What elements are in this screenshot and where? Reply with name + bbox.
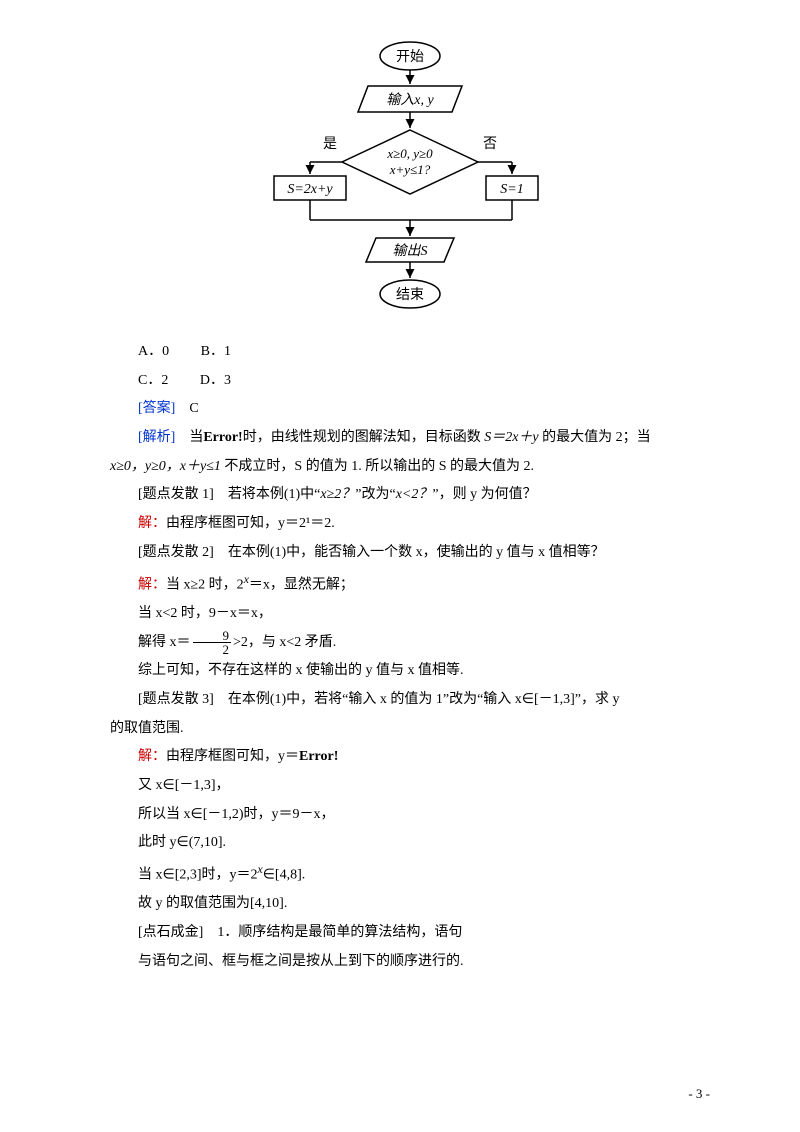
flow-input: 输入x, y [386, 92, 434, 108]
option-d: D．3 [200, 373, 231, 388]
ds-line-1: [点石成金] 1．顺序结构是最简单的算法结构，语句 [110, 919, 710, 948]
page-body: 开始 输入x, y x≥0, y≥0 x+y≤1? 是 否 S=2x+y S= [0, 0, 800, 976]
flow-right-box: S=1 [500, 182, 523, 197]
jiexi-label: [解析] [138, 430, 175, 445]
tfs3-label: [题点发散 3] [138, 692, 214, 707]
flow-start: 开始 [396, 49, 424, 65]
tfs3-l4: 此时 y∈(7,10]. [110, 829, 710, 858]
tfs2-s1b: ＝x，显然无解； [249, 577, 354, 592]
frac-num: 9 [193, 629, 232, 643]
flow-end: 结束 [396, 287, 424, 303]
jiexi-error: Error! [203, 430, 242, 445]
option-b: B．1 [201, 344, 231, 359]
jiexi-f1: S＝2x＋y [484, 430, 538, 445]
tfs3-t1: 在本例(1)中，若将“输入 x 的值为 1”改为“输入 x∈[－1,3]”，求 … [214, 692, 620, 707]
flow-cond2: x+y≤1? [389, 162, 431, 177]
jiexi-l2b: 不成立时，S 的值为 1. 所以输出的 S 的最大值为 2. [221, 459, 534, 474]
tfs2-sol-1: 解：当 x≥2 时，2x＝x，显然无解； [110, 568, 710, 600]
tfs3-l3: 所以当 x∈[－1,2)时，y＝9－x， [110, 801, 710, 830]
tfs3-s1: 由程序框图可知，y＝ [166, 749, 299, 764]
tfs2-t1: 在本例(1)中，能否输入一个数 x，使输出的 y 值与 x 值相等？ [214, 545, 605, 560]
jiexi-line-1: [解析] 当Error!时，由线性规划的图解法知，目标函数 S＝2x＋y 的最大… [110, 424, 710, 453]
answer-label: [答案] [138, 401, 175, 416]
tfs2-line: [题点发散 2] 在本例(1)中，能否输入一个数 x，使输出的 y 值与 x 值… [110, 539, 710, 568]
tfs2-l2: 当 x<2 时，9－x＝x， [110, 600, 710, 629]
page-number: - 3 - [688, 1086, 710, 1102]
flow-output: 输出S [393, 243, 428, 259]
flow-no: 否 [483, 137, 497, 152]
tfs1-sol-label: 解： [138, 516, 166, 531]
tfs2-label: [题点发散 2] [138, 545, 214, 560]
tfs3-sol-label: 解： [138, 749, 166, 764]
flowchart: 开始 输入x, y x≥0, y≥0 x+y≤1? 是 否 S=2x+y S= [250, 40, 570, 320]
jiexi-line-2: x≥0，y≥0，x＋y≤1 不成立时，S 的值为 1. 所以输出的 S 的最大值… [110, 453, 710, 482]
flow-cond1: x≥0, y≥0 [386, 146, 433, 161]
option-row-1: A．0 B．1 [110, 338, 710, 367]
jiexi-t2: 时，由线性规划的图解法知，目标函数 [243, 430, 485, 445]
ds-line-2: 与语句之间、框与框之间是按从上到下的顺序进行的. [110, 948, 710, 977]
tfs2-l3b: >2，与 x<2 矛盾. [233, 635, 336, 650]
tfs1-i2: x<2？ [396, 487, 433, 502]
tfs2-l4: 综上可知，不存在这样的 x 使输出的 y 值与 x 值相等. [110, 657, 710, 686]
tfs1-i1: x≥2？ [320, 487, 355, 502]
tfs3-sol-1: 解：由程序框图可知，y＝Error! [110, 743, 710, 772]
flowchart-svg: 开始 输入x, y x≥0, y≥0 x+y≤1? 是 否 S=2x+y S= [250, 40, 570, 320]
tfs3-line-1: [题点发散 3] 在本例(1)中，若将“输入 x 的值为 1”改为“输入 x∈[… [110, 686, 710, 715]
tfs3-l6: 故 y 的取值范围为[4,10]. [110, 890, 710, 919]
option-a: A．0 [138, 344, 169, 359]
frac-den: 2 [193, 643, 232, 656]
answer-value: C [175, 401, 198, 416]
tfs3-err: Error! [299, 749, 338, 764]
tfs3-l5b: ∈[4,8]. [263, 868, 306, 883]
fraction-9-2: 92 [193, 629, 232, 656]
jiexi-l2a: x≥0，y≥0，x＋y≤1 [110, 459, 221, 474]
jiexi-t3: 的最大值为 2；当 [539, 430, 651, 445]
option-row-2: C．2 D．3 [110, 367, 710, 396]
tfs3-l5: 当 x∈[2,3]时，y＝2x∈[4,8]. [110, 858, 710, 890]
tfs1-sol-text: 由程序框图可知，y＝2¹＝2. [166, 516, 335, 531]
tfs1-line: [题点发散 1] 若将本例(1)中“x≥2？”改为“x<2？”，则 y 为何值？ [110, 481, 710, 510]
tfs1-t1: 若将本例(1)中“ [214, 487, 321, 502]
flow-yes: 是 [323, 137, 337, 152]
tfs1-t2: ”改为“ [355, 487, 395, 502]
flow-left-box: S=2x+y [287, 182, 333, 197]
tfs2-sol-label: 解： [138, 577, 166, 592]
option-c: C．2 [138, 373, 168, 388]
ds-label: [点石成金] [138, 925, 203, 940]
tfs1-label: [题点发散 1] [138, 487, 214, 502]
tfs3-line-2: 的取值范围. [110, 715, 710, 744]
ds-t1: 1．顺序结构是最简单的算法结构，语句 [203, 925, 462, 940]
tfs1-t3: ”，则 y 为何值？ [432, 487, 536, 502]
tfs2-l3: 解得 x＝92>2，与 x<2 矛盾. [110, 629, 710, 658]
tfs3-l2: 又 x∈[－1,3]， [110, 772, 710, 801]
tfs3-l5a: 当 x∈[2,3]时，y＝2 [138, 868, 258, 883]
tfs2-s1a: 当 x≥2 时，2 [166, 577, 244, 592]
answer-line: [答案] C [110, 395, 710, 424]
tfs1-sol: 解：由程序框图可知，y＝2¹＝2. [110, 510, 710, 539]
tfs2-l3a: 解得 x＝ [138, 635, 191, 650]
jiexi-t1: 当 [175, 430, 203, 445]
